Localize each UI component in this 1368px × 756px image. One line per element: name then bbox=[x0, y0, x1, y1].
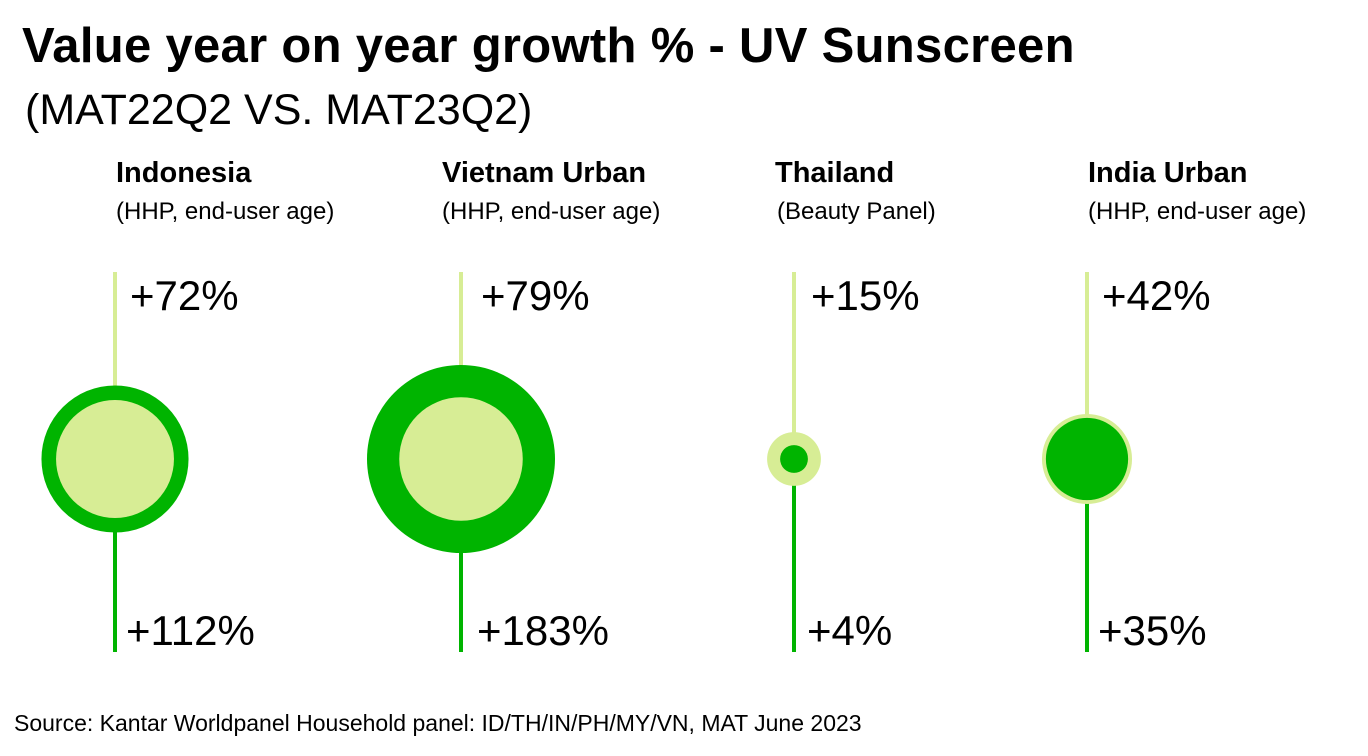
panel-label-indonesia: (HHP, end-user age) bbox=[116, 198, 335, 225]
value-label-top-india-urban: +42% bbox=[1102, 272, 1211, 319]
value-label-bottom-india-urban: +35% bbox=[1098, 607, 1207, 654]
value-label-bottom-vietnam-urban: +183% bbox=[477, 607, 609, 654]
category-label-vietnam-urban: Vietnam Urban bbox=[442, 157, 647, 189]
panel-label-vietnam-urban: (HHP, end-user age) bbox=[442, 198, 661, 225]
source-note: Source: Kantar Worldpanel Household pane… bbox=[14, 710, 862, 736]
category-label-indonesia: Indonesia bbox=[116, 157, 252, 189]
panel-label-thailand: (Beauty Panel) bbox=[777, 198, 936, 225]
value-label-bottom-thailand: +4% bbox=[807, 607, 892, 654]
bubble-top-vietnam-urban bbox=[399, 397, 523, 521]
value-label-top-vietnam-urban: +79% bbox=[481, 272, 590, 319]
chart-subtitle: (MAT22Q2 VS. MAT23Q2) bbox=[25, 86, 533, 134]
category-label-india-urban: India Urban bbox=[1088, 157, 1248, 189]
value-label-top-indonesia: +72% bbox=[130, 272, 239, 319]
bubble-bottom-thailand bbox=[780, 445, 808, 473]
chart-title: Value year on year growth % - UV Sunscre… bbox=[22, 19, 1075, 73]
value-label-top-thailand: +15% bbox=[811, 272, 920, 319]
bubble-top-indonesia bbox=[56, 400, 174, 518]
panel-label-india-urban: (HHP, end-user age) bbox=[1088, 198, 1307, 225]
value-label-bottom-indonesia: +112% bbox=[126, 607, 255, 654]
category-label-thailand: Thailand bbox=[775, 157, 895, 189]
bubble-bottom-india-urban bbox=[1045, 417, 1129, 501]
